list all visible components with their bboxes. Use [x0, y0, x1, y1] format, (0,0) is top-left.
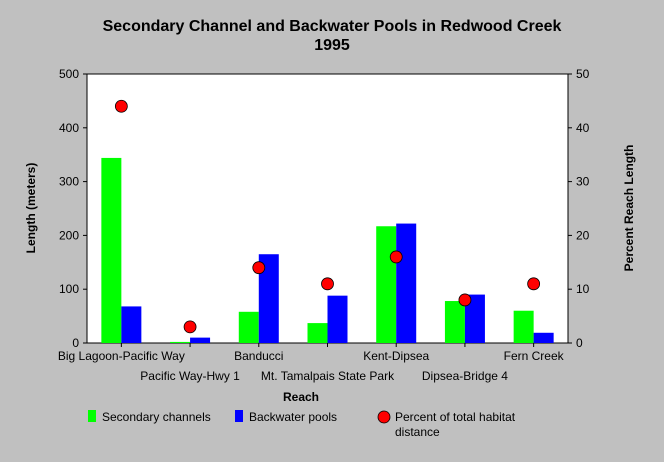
- x-tick-label-mt-tamalpais-state-park: Mt. Tamalpais State Park: [261, 369, 395, 383]
- point-percent-of-total-habitat-distance-dipsea-bridge-4: [458, 293, 472, 307]
- x-tick-label-pacific-way-hwy-1: Pacific Way-Hwy 1: [140, 369, 240, 383]
- legend-label-secondary-channels: Secondary channels: [102, 410, 211, 424]
- y2-tick-label-20: 20: [576, 228, 590, 242]
- y2-tick-label-30: 30: [576, 175, 590, 189]
- point-group: [114, 99, 541, 334]
- point-percent-of-total-habitat-distance-big-lagoon-pacific-way: [114, 99, 128, 113]
- y-tick-label-100: 100: [59, 282, 79, 296]
- chart-title: Secondary Channel and Backwater Pools in…: [103, 18, 562, 35]
- bar-backwater-pools-dipsea-bridge-4: [464, 294, 485, 343]
- bar-secondary-channels-banducci: [238, 311, 259, 343]
- legend-label-backwater-pools: Backwater pools: [249, 410, 337, 424]
- legend-label-percent-habitat-line2: distance: [395, 425, 440, 439]
- bar-backwater-pools-fern-creek: [533, 332, 554, 343]
- legend-marker-percent-habitat: [377, 410, 391, 424]
- y-tick-label-300: 300: [59, 175, 79, 189]
- bar-backwater-pools-kent-dipsea: [396, 223, 417, 343]
- y2-tick-label-50: 50: [576, 67, 590, 81]
- bar-backwater-pools-big-lagoon-pacific-way: [121, 306, 142, 343]
- y-axis-label: Length (meters): [24, 163, 38, 254]
- x-tick-label-banducci: Banducci: [234, 349, 283, 363]
- x-tick-label-big-lagoon-pacific-way: Big Lagoon-Pacific Way: [58, 349, 185, 363]
- y-tick-label-500: 500: [59, 67, 79, 81]
- point-percent-of-total-habitat-distance-fern-creek: [527, 277, 541, 291]
- bar-group: [101, 157, 554, 343]
- bar-secondary-channels-pacific-way-hwy-1: [170, 341, 191, 343]
- right-axis: 0 10 20 30 40 50: [568, 67, 590, 350]
- y-tick-label-400: 400: [59, 121, 79, 135]
- bar-backwater-pools-pacific-way-hwy-1: [190, 337, 211, 343]
- y2-tick-label-40: 40: [576, 121, 590, 135]
- point-percent-of-total-habitat-distance-pacific-way-hwy-1: [183, 320, 197, 334]
- bar-secondary-channels-mt-tamalpais-state-park: [307, 323, 328, 343]
- x-axis: Big Lagoon-Pacific Way Pacific Way-Hwy 1 B…: [58, 343, 565, 383]
- bar-secondary-channels-big-lagoon-pacific-way: [101, 157, 122, 343]
- y-tick-label-200: 200: [59, 228, 79, 242]
- x-tick-label-kent-dipsea: Kent-Dipsea: [363, 349, 429, 363]
- bar-backwater-pools-banducci: [258, 254, 279, 343]
- legend-label-percent-habitat-line1: Percent of total habitat: [395, 410, 516, 424]
- bar-secondary-channels-kent-dipsea: [376, 226, 397, 343]
- point-percent-of-total-habitat-distance-mt-tamalpais-state-park: [321, 277, 334, 291]
- left-axis: 0 100 200 300 400 500: [59, 67, 87, 350]
- chart-subtitle: 1995: [314, 37, 350, 54]
- y2-tick-label-0: 0: [576, 336, 583, 350]
- legend: Secondary channels Backwater pools Perce…: [88, 410, 516, 439]
- legend-swatch-backwater-pools: [235, 410, 243, 422]
- bar-secondary-channels-dipsea-bridge-4: [444, 301, 465, 343]
- x-axis-label: Reach: [283, 390, 319, 404]
- y2-tick-label-10: 10: [576, 282, 590, 296]
- y2-axis-label: Percent Reach Length: [622, 145, 636, 272]
- x-tick-label-dipsea-bridge-4: Dipsea-Bridge 4: [422, 369, 508, 383]
- bar-backwater-pools-mt-tamalpais-state-park: [327, 295, 348, 343]
- point-percent-of-total-habitat-distance-banducci: [252, 261, 266, 275]
- x-tick-label-fern-creek: Fern Creek: [504, 349, 565, 363]
- y-tick-label-0: 0: [72, 336, 79, 350]
- bar-secondary-channels-fern-creek: [513, 310, 534, 343]
- point-percent-of-total-habitat-distance-kent-dipsea: [389, 250, 403, 264]
- legend-swatch-secondary-channels: [88, 410, 96, 422]
